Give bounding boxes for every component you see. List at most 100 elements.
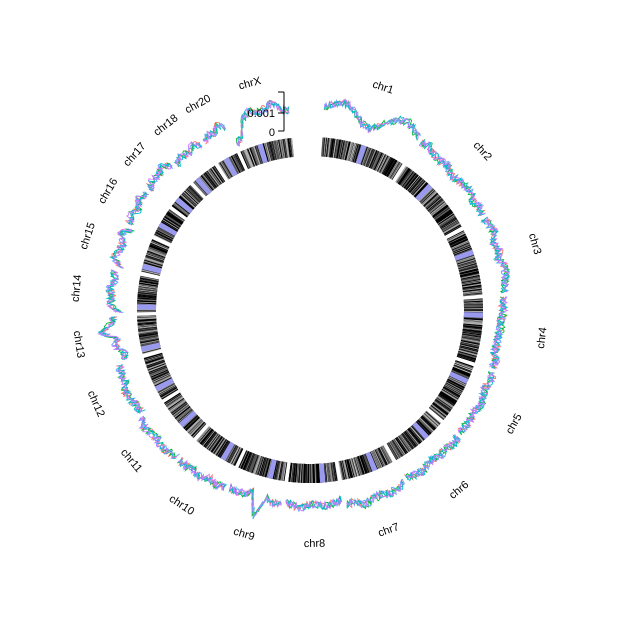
ideogram-band bbox=[389, 161, 401, 179]
ideogram-band bbox=[199, 428, 214, 445]
ideogram-band bbox=[371, 451, 380, 469]
ideogram-band bbox=[411, 179, 425, 195]
ideogram-band bbox=[375, 449, 385, 467]
ideogram-band bbox=[421, 415, 436, 430]
ideogram-band bbox=[147, 251, 166, 259]
ideogram-band bbox=[400, 169, 412, 186]
ideogram-band bbox=[463, 306, 483, 308]
centromere bbox=[257, 143, 268, 164]
ideogram-band bbox=[153, 376, 172, 386]
ideogram-band bbox=[248, 148, 256, 167]
ideogram-band bbox=[409, 427, 423, 443]
ideogram-band bbox=[252, 455, 261, 474]
ideogram-band bbox=[213, 166, 225, 183]
ideogram-band bbox=[154, 233, 172, 243]
ideogram-band bbox=[290, 137, 294, 157]
ideogram-band bbox=[349, 142, 355, 162]
ideogram-band bbox=[173, 202, 190, 216]
ideogram-band bbox=[440, 218, 458, 230]
ideogram-band bbox=[145, 254, 165, 262]
ideogram-band bbox=[463, 291, 483, 295]
ideogram-band bbox=[444, 384, 462, 395]
ideogram-band bbox=[205, 432, 218, 449]
ideogram-band bbox=[151, 372, 170, 381]
ideogram-band bbox=[388, 160, 399, 178]
ideogram-band bbox=[186, 188, 201, 203]
ideogram-band bbox=[138, 329, 158, 334]
ideogram-band bbox=[434, 400, 451, 412]
ideogram-band bbox=[429, 406, 445, 420]
centromere bbox=[449, 371, 469, 385]
ideogram-band bbox=[288, 462, 291, 482]
ideogram-band bbox=[362, 454, 370, 473]
ideogram-band bbox=[413, 182, 428, 197]
chromosome-label: chr17 bbox=[121, 140, 148, 169]
ideogram-band bbox=[212, 436, 224, 454]
ideogram-band bbox=[444, 384, 462, 395]
ideogram-band bbox=[209, 435, 221, 451]
ideogram-band bbox=[447, 378, 465, 389]
ideogram-band bbox=[268, 141, 275, 161]
ideogram-band bbox=[441, 219, 458, 231]
ideogram-band bbox=[371, 151, 380, 170]
y-tick-label-0: 0 bbox=[269, 127, 275, 139]
ideogram-band bbox=[168, 210, 185, 222]
ideogram-band bbox=[190, 184, 204, 199]
chromosome-label: chr18 bbox=[151, 112, 180, 138]
centromere bbox=[154, 378, 175, 392]
ideogram-band bbox=[350, 143, 357, 162]
ideogram-band bbox=[146, 360, 165, 368]
ideogram-band bbox=[439, 217, 457, 229]
ideogram-band bbox=[356, 456, 363, 475]
ideogram-band bbox=[407, 428, 421, 444]
ideogram-band bbox=[218, 440, 230, 458]
ideogram-band bbox=[155, 230, 174, 240]
ideogram-band bbox=[458, 351, 477, 357]
ideogram-band bbox=[406, 175, 419, 191]
ideogram-band bbox=[275, 140, 280, 160]
ideogram-band bbox=[453, 365, 472, 373]
centromere bbox=[140, 342, 161, 352]
ideogram-band bbox=[185, 189, 200, 203]
ideogram-band bbox=[151, 240, 169, 249]
ideogram-band bbox=[205, 172, 218, 188]
ideogram-band bbox=[173, 404, 190, 418]
ideogram-band bbox=[327, 138, 332, 158]
ideogram-band bbox=[342, 140, 348, 160]
ideogram-band bbox=[459, 267, 478, 273]
ideogram-band bbox=[189, 184, 204, 200]
ideogram-band bbox=[229, 446, 240, 464]
density-series-line bbox=[99, 98, 511, 517]
ideogram-band bbox=[140, 277, 159, 282]
ideogram-band bbox=[137, 321, 157, 324]
ideogram-band bbox=[149, 244, 168, 252]
ideogram-band bbox=[461, 336, 481, 341]
ideogram-band bbox=[206, 433, 219, 450]
ideogram-band bbox=[192, 422, 206, 438]
ideogram-band bbox=[462, 289, 482, 293]
chromosome-label: chr20 bbox=[183, 93, 213, 117]
ideogram-band bbox=[180, 194, 196, 208]
ideogram-band bbox=[396, 437, 408, 454]
ideogram-band bbox=[434, 208, 451, 221]
ideogram-band bbox=[219, 441, 230, 458]
ideogram-band bbox=[334, 139, 339, 159]
y-axis: 0.001 0 bbox=[247, 91, 285, 139]
ideogram-band bbox=[178, 195, 195, 210]
ideogram-band bbox=[463, 319, 483, 322]
ideogram-band bbox=[272, 140, 278, 160]
ideogram-band bbox=[431, 203, 448, 217]
ideogram-band bbox=[444, 225, 462, 236]
ideogram-band bbox=[323, 137, 327, 157]
ideogram-band bbox=[137, 315, 157, 318]
ideogram-band bbox=[402, 432, 415, 449]
ideogram-band bbox=[164, 214, 182, 227]
ideogram-band bbox=[456, 255, 475, 263]
ideogram-band bbox=[169, 209, 185, 221]
ideogram-band bbox=[363, 147, 371, 166]
ideogram-band bbox=[433, 206, 450, 219]
ideogram-band bbox=[433, 402, 449, 415]
ideogram-band bbox=[183, 191, 199, 205]
ideogram-band bbox=[190, 421, 205, 436]
ideogram-band bbox=[463, 300, 483, 303]
